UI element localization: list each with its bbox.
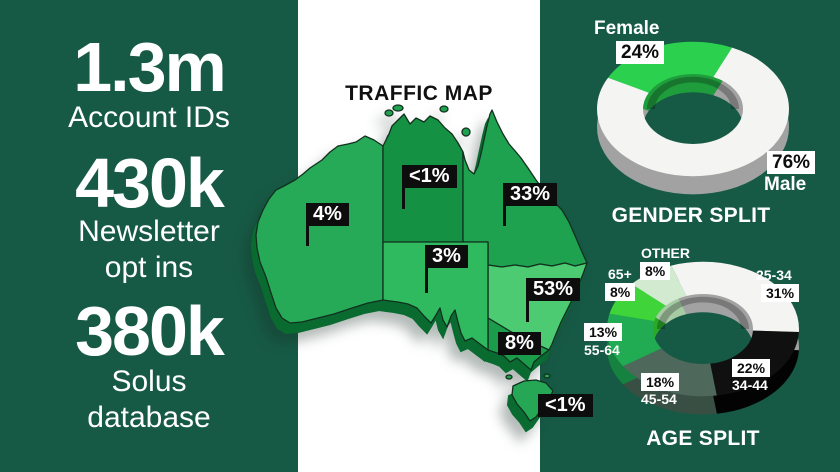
map-tag-wa-value: 4% xyxy=(313,203,342,225)
stat-account-ids-label: Account IDs xyxy=(68,101,230,134)
map-tag-tas-value: <1% xyxy=(545,394,586,416)
age-45-label: 45-54 xyxy=(641,391,677,407)
age-65-value: 8% xyxy=(605,283,636,301)
map-tag-qld: 33% xyxy=(503,183,558,226)
map-tag-nt-pole xyxy=(402,188,405,209)
map-tag-wa-pole xyxy=(306,226,309,246)
map-tag-tas: <1% xyxy=(538,394,593,417)
map-tag-sa: 3% xyxy=(425,245,468,293)
gender-male-label: Male xyxy=(764,174,807,195)
state-south-australia xyxy=(382,241,489,351)
map-tag-nt-value: <1% xyxy=(409,165,450,187)
map-tag-nsw-pole xyxy=(526,301,529,322)
gender-female-label: Female xyxy=(594,18,660,39)
gender-split-title: GENDER SPLIT xyxy=(611,204,771,227)
map-tag-vic-value: 8% xyxy=(505,332,534,354)
map-tag-sa-pole xyxy=(425,268,428,293)
stat-account-ids-value: 1.3m xyxy=(73,28,227,106)
age-55-value: 13% xyxy=(584,323,623,341)
map-tag-nt: <1% xyxy=(402,165,457,209)
age-25-label: 25-34 xyxy=(756,267,792,283)
age-other-value: 8% xyxy=(640,262,671,280)
age-55-label: 55-64 xyxy=(584,342,620,358)
stat-newsletter-label: Newsletter opt ins xyxy=(78,215,220,284)
stat-solus-label: Solus database xyxy=(87,365,211,434)
age-other-label: OTHER xyxy=(641,245,690,261)
age-45-value: 18% xyxy=(641,373,680,391)
coastal-islands xyxy=(384,104,551,380)
map-tag-nsw-value: 53% xyxy=(533,278,574,300)
gender-female-value: 24% xyxy=(616,41,665,64)
stat-newsletter-value: 430k xyxy=(75,144,225,222)
map-tag-vic: 8% xyxy=(498,332,541,355)
age-34-label: 34-44 xyxy=(732,377,768,393)
age-65-label: 65+ xyxy=(608,266,632,282)
map-tag-nsw: 53% xyxy=(526,278,581,322)
age-split-title: AGE SPLIT xyxy=(646,427,760,450)
gender-donut-chart xyxy=(597,41,789,195)
traffic-map-title: TRAFFIC MAP xyxy=(345,82,493,105)
age-25-value: 31% xyxy=(761,284,800,302)
stat-solus-value: 380k xyxy=(75,292,225,370)
age-34-value: 22% xyxy=(732,359,771,377)
map-tag-sa-value: 3% xyxy=(432,245,461,267)
map-tag-qld-pole xyxy=(503,206,506,226)
map-tag-qld-value: 33% xyxy=(510,183,551,205)
state-western-australia xyxy=(255,135,384,324)
map-tag-wa: 4% xyxy=(306,203,349,246)
age-donut-chart xyxy=(607,261,799,415)
gender-male-value: 76% xyxy=(767,151,816,174)
